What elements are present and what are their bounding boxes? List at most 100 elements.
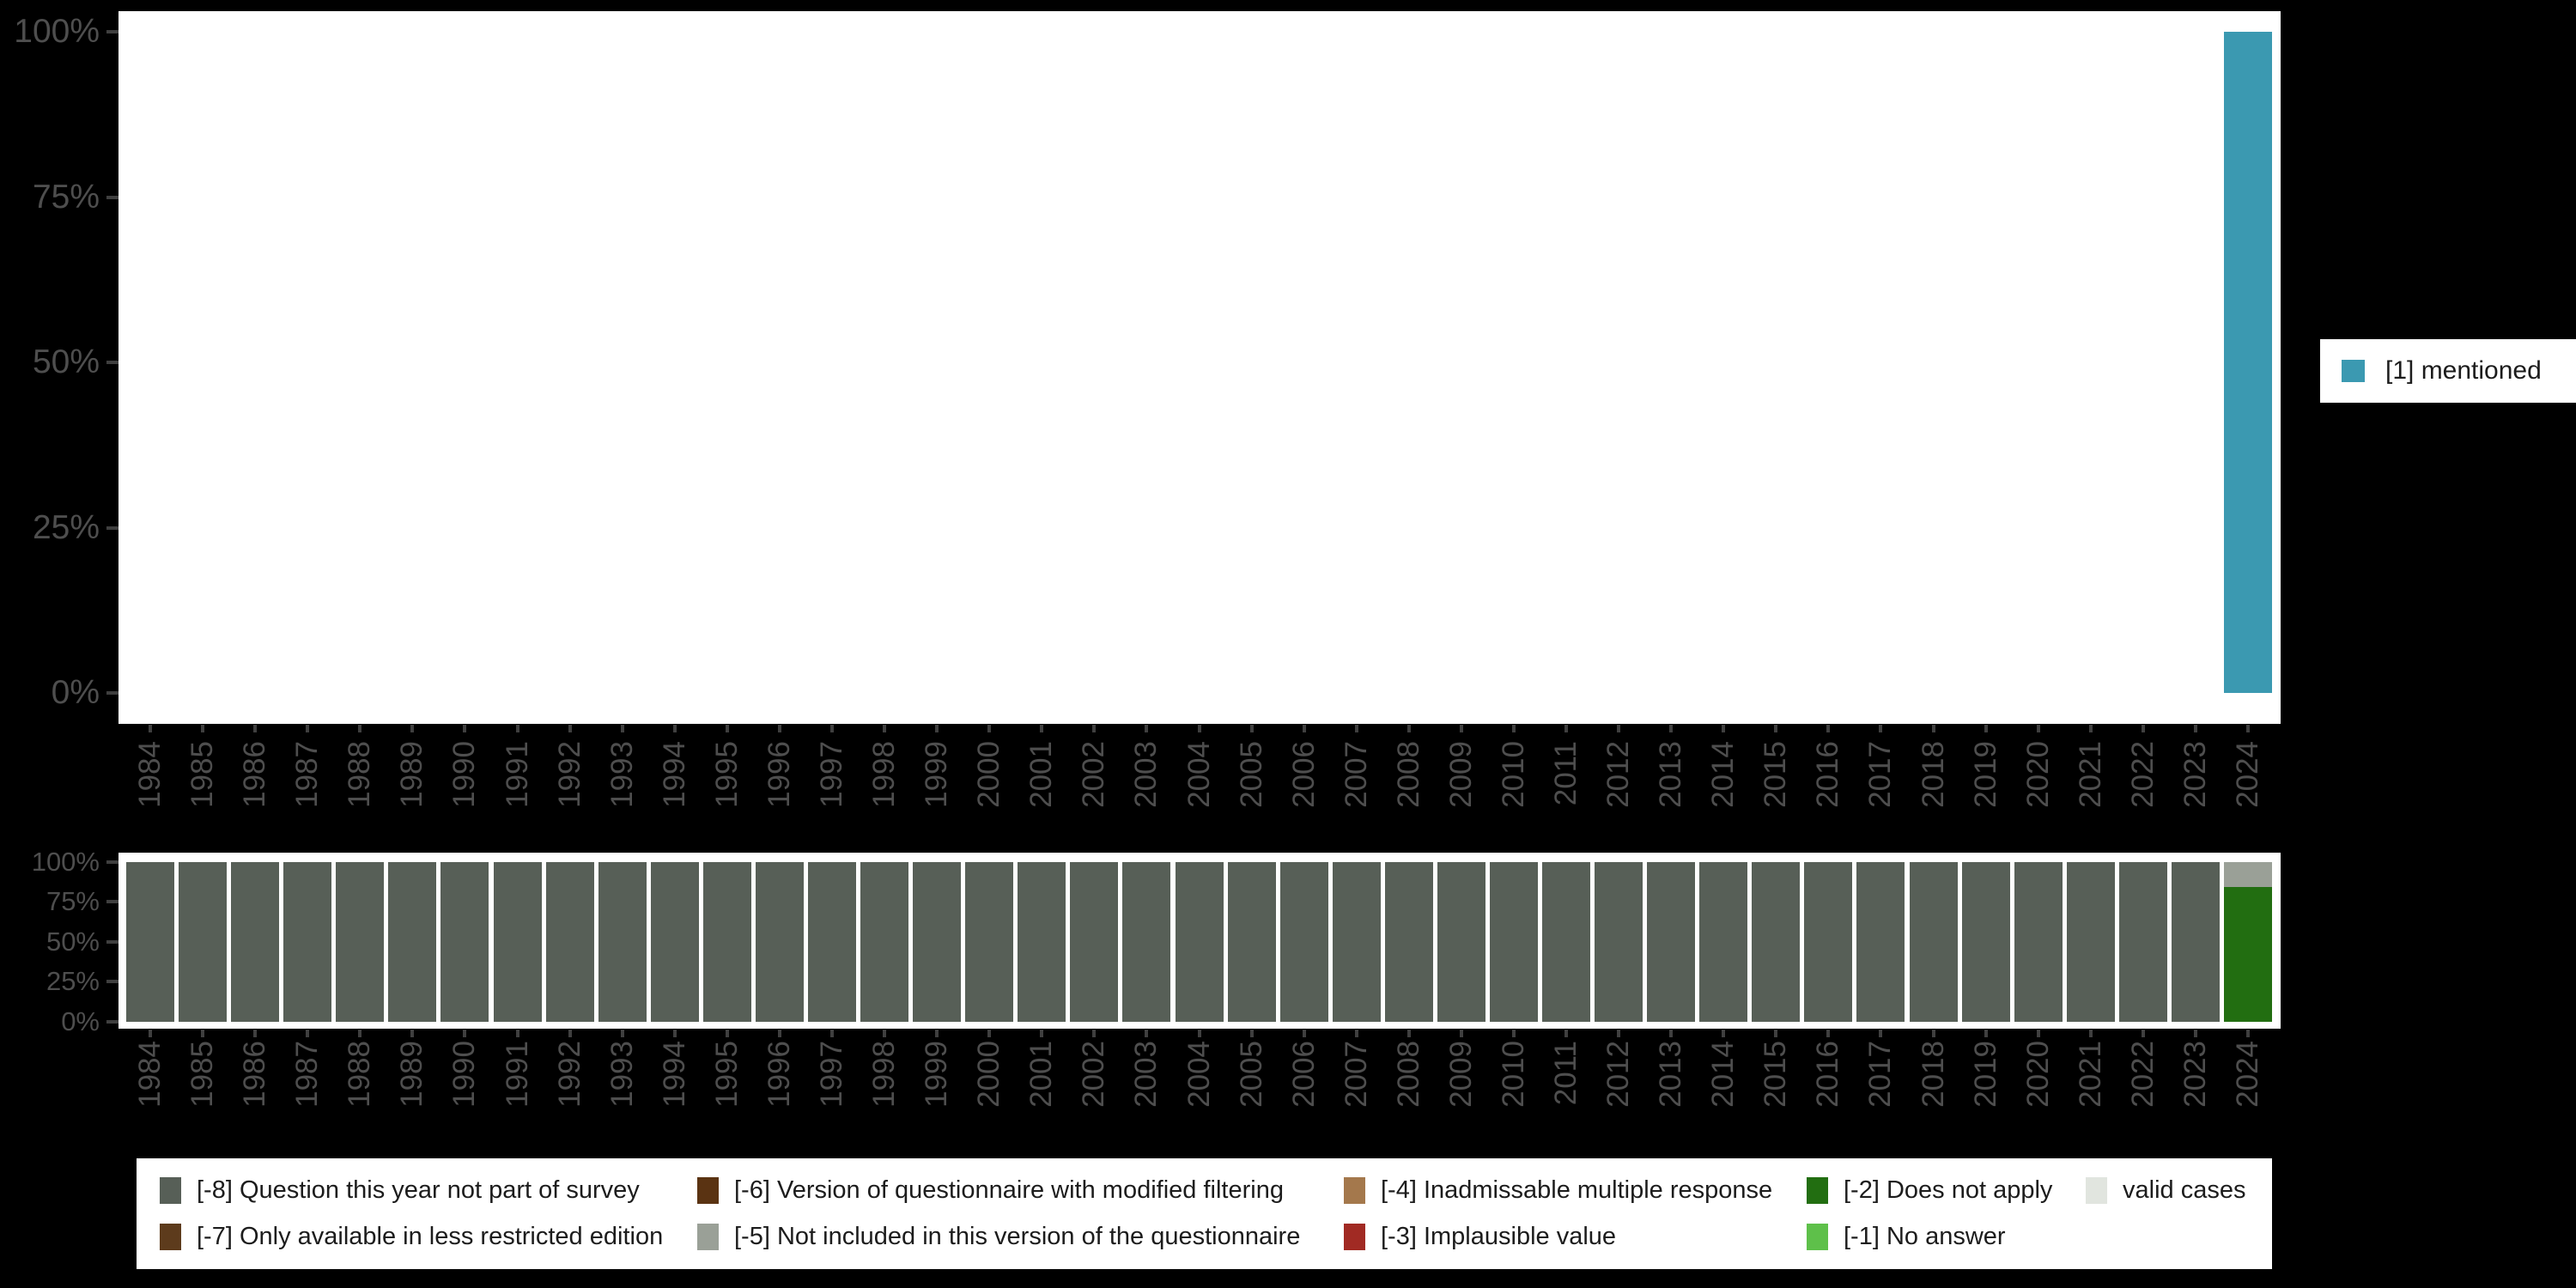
missings-x-label-1987: 1987 (290, 1041, 325, 1108)
missings-bar-1990 (440, 861, 489, 1022)
missings-bar-1993 (598, 861, 647, 1022)
values-x-tick-1988 (358, 725, 362, 732)
missings-x-tick-1992 (568, 1030, 572, 1037)
values-x-label-2004: 2004 (1182, 741, 1216, 808)
missings-bar-1987 (283, 861, 332, 1022)
missings-x-tick-2024 (2246, 1030, 2250, 1037)
missings-bar-2017 (1856, 861, 1905, 1022)
values-x-label-2013: 2013 (1654, 741, 1688, 808)
values-x-label-2012: 2012 (1601, 741, 1636, 808)
missings-x-tick-2021 (2088, 1030, 2093, 1037)
missings-x-tick-2003 (1145, 1030, 1149, 1037)
legend-swatch (1344, 1224, 1365, 1251)
values-y-tick (106, 195, 118, 199)
legend-swatch (2086, 1176, 2107, 1204)
values-x-label-1988: 1988 (343, 741, 377, 808)
values-legend: [1] mentioned (2320, 339, 2576, 403)
values-x-tick-2002 (1092, 725, 1097, 732)
missings-bar-2000 (965, 861, 1014, 1022)
missings-x-label-2009: 2009 (1443, 1041, 1478, 1108)
missings-x-label-2011: 2011 (1549, 1041, 1583, 1106)
missings-x-label-2008: 2008 (1391, 1041, 1425, 1108)
missings-bar-1996 (755, 861, 804, 1022)
missings-x-tick-1993 (620, 1030, 624, 1037)
missings-bar-1988 (336, 861, 385, 1022)
missings-x-tick-2001 (1040, 1030, 1044, 1037)
values-x-label-2002: 2002 (1077, 741, 1111, 808)
legend-swatch (697, 1176, 719, 1204)
values-x-label-2014: 2014 (1706, 741, 1741, 808)
missings-x-tick-2008 (1406, 1030, 1411, 1037)
values-x-tick-2005 (1249, 725, 1254, 732)
missings-x-tick-2002 (1092, 1030, 1097, 1037)
values-x-tick-1999 (935, 725, 939, 732)
missings-x-tick-2018 (1931, 1030, 1935, 1037)
legend-item: [-6] Version of questionnaire with modif… (697, 1167, 1344, 1214)
legend-label: [-6] Version of questionnaire with modif… (734, 1176, 1284, 1204)
legend-item: [-2] Does not apply (1807, 1167, 2086, 1214)
values-x-tick-1984 (149, 725, 152, 732)
values-x-label-2016: 2016 (1811, 741, 1845, 808)
missings-x-tick-2014 (1722, 1030, 1726, 1037)
missings-x-tick-1998 (883, 1030, 887, 1037)
missings-bar-2013 (1647, 861, 1696, 1022)
values-x-tick-1994 (672, 725, 677, 732)
values-x-tick-2000 (987, 725, 992, 732)
missings-bar-2022 (2118, 861, 2167, 1022)
values-x-label-2015: 2015 (1759, 741, 1793, 808)
missings-x-tick-1999 (935, 1030, 939, 1037)
values-y-tick (106, 30, 118, 33)
values-x-tick-1985 (201, 725, 205, 732)
values-x-tick-2003 (1145, 725, 1149, 732)
missings-x-label-2014: 2014 (1706, 1041, 1741, 1108)
missings-x-label-1989: 1989 (395, 1041, 429, 1108)
missings-bar-2023 (2171, 861, 2220, 1022)
missings-bar-2024 (2224, 861, 2272, 888)
missings-y-tick (106, 939, 118, 944)
missings-bar-2012 (1595, 861, 1643, 1022)
values-y-tick-label: 100% (14, 13, 100, 50)
missings-x-label-2018: 2018 (1916, 1041, 1950, 1108)
values-x-label-1994: 1994 (657, 741, 691, 808)
missings-x-label-1996: 1996 (762, 1041, 796, 1108)
missings-x-label-1995: 1995 (709, 1041, 744, 1108)
values-x-tick-1992 (568, 725, 572, 732)
missings-x-tick-2004 (1197, 1030, 1201, 1037)
values-x-tick-2017 (1879, 725, 1883, 732)
missings-bar-2009 (1437, 861, 1485, 1022)
missings-y-tick (106, 900, 118, 904)
missings-x-label-2010: 2010 (1496, 1041, 1530, 1108)
values-x-label-1993: 1993 (605, 741, 639, 808)
legend-swatch (160, 1176, 181, 1204)
missings-bar-1999 (913, 861, 962, 1022)
values-x-tick-2014 (1722, 725, 1726, 732)
values-x-tick-1993 (620, 725, 624, 732)
missings-x-tick-1985 (201, 1030, 205, 1037)
values-y-tick (106, 526, 118, 530)
missings-bar-2018 (1909, 861, 1958, 1022)
missings-bar-2024 (2224, 887, 2272, 1022)
values-x-tick-1990 (463, 725, 467, 732)
missings-x-tick-1989 (410, 1030, 415, 1037)
legend-item: [-7] Only available in less restricted e… (160, 1214, 697, 1261)
missings-x-label-2015: 2015 (1759, 1041, 1793, 1108)
missings-x-label-1993: 1993 (605, 1041, 639, 1108)
missings-bar-1994 (650, 861, 699, 1022)
values-x-label-1998: 1998 (867, 741, 902, 808)
legend-item: [-1] No answer (1807, 1214, 2086, 1261)
values-x-tick-2001 (1040, 725, 1044, 732)
missings-x-tick-2012 (1617, 1030, 1621, 1037)
values-x-label-2017: 2017 (1863, 741, 1898, 808)
missings-x-label-2005: 2005 (1234, 1041, 1268, 1108)
missings-x-tick-2000 (987, 1030, 992, 1037)
values-x-tick-2015 (1774, 725, 1778, 732)
missings-y-tick-label: 25% (46, 966, 100, 997)
missings-bar-1984 (126, 861, 174, 1022)
values-x-tick-2016 (1826, 725, 1831, 732)
values-x-label-2022: 2022 (2125, 741, 2160, 808)
values-x-label-2020: 2020 (2020, 741, 2055, 808)
values-x-label-2005: 2005 (1234, 741, 1268, 808)
missings-bar-1998 (860, 861, 909, 1022)
missings-x-label-2021: 2021 (2073, 1041, 2107, 1108)
values-x-label-2009: 2009 (1443, 741, 1478, 808)
